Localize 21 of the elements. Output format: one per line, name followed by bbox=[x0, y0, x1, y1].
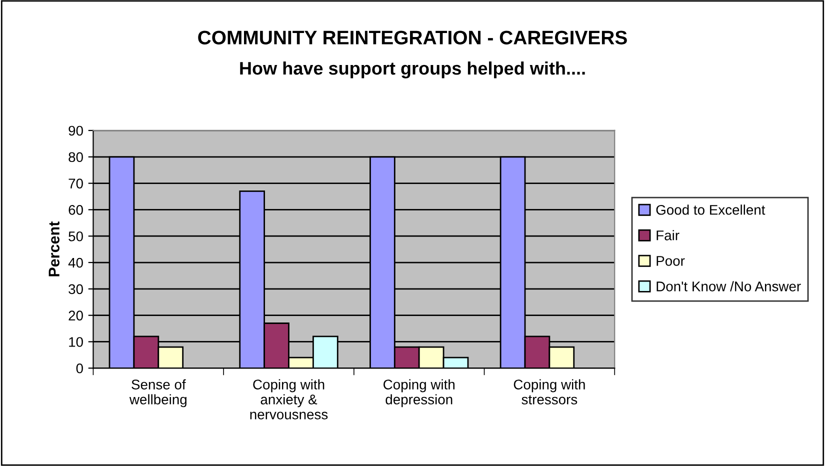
y-tick-label: 0 bbox=[76, 363, 83, 374]
chart-title: COMMUNITY REINTEGRATION - CAREGIVERS bbox=[198, 30, 627, 44]
x-tick-label: Coping with stressors bbox=[514, 379, 585, 404]
y-axis-title: Percent bbox=[48, 221, 60, 276]
y-tick-label: 10 bbox=[69, 337, 83, 347]
legend-label: Don't Know /No Answer bbox=[656, 281, 801, 292]
y-tick-label: 40 bbox=[68, 258, 83, 268]
legend-label: Good to Excellent bbox=[656, 204, 766, 215]
y-tick-label: 30 bbox=[68, 284, 83, 294]
y-tick-label: 60 bbox=[68, 205, 83, 215]
x-tick-label: Coping with anxiety & nervousness bbox=[250, 379, 328, 420]
x-tick-label: Coping with depression bbox=[384, 379, 454, 408]
chart-subtitle: How have support groups helped with.... bbox=[240, 61, 585, 78]
x-tick-label: Sense of wellbeing bbox=[129, 379, 186, 408]
legend-label: Poor bbox=[656, 256, 685, 266]
y-tick-label: 80 bbox=[68, 152, 83, 162]
y-tick-label: 20 bbox=[68, 310, 83, 320]
y-tick-label: 70 bbox=[68, 178, 83, 188]
legend-label: Fair bbox=[656, 230, 680, 240]
y-tick-label: 50 bbox=[68, 231, 83, 242]
y-tick-label: 90 bbox=[68, 126, 83, 136]
